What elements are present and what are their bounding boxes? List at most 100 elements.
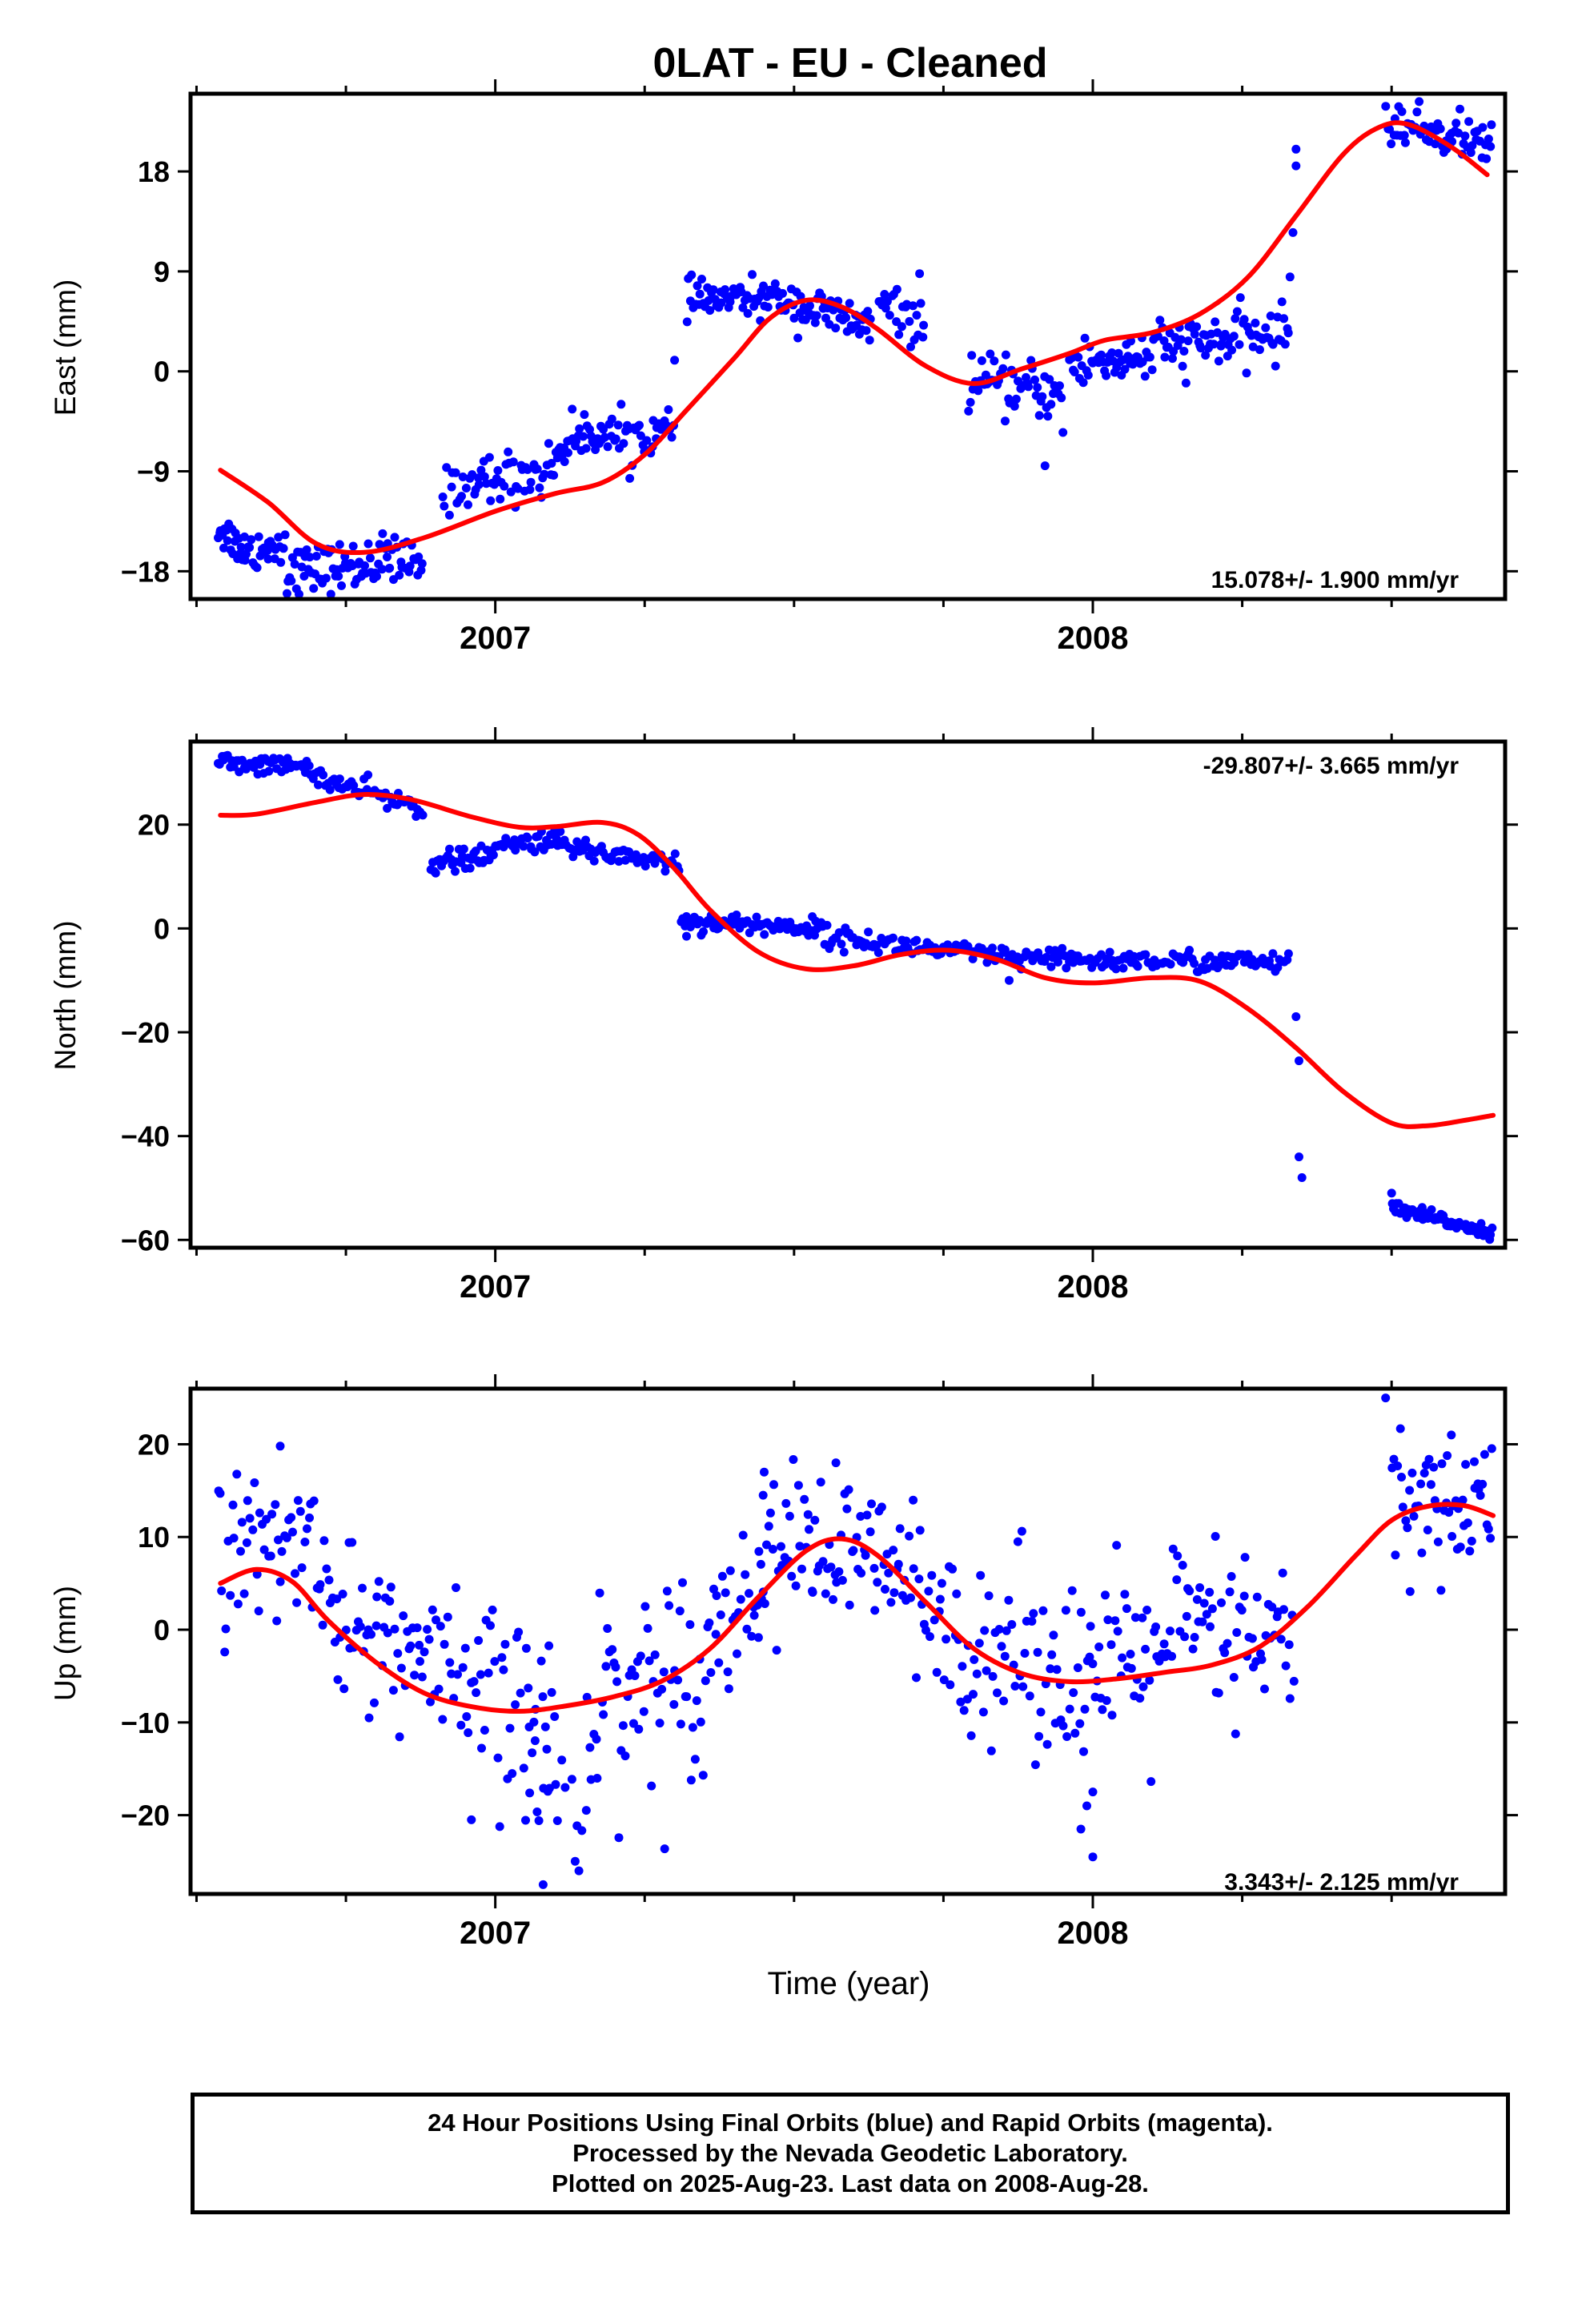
- up-point-413: [1036, 1707, 1046, 1717]
- up-point-234: [688, 1723, 697, 1732]
- up-point-326: [862, 1510, 872, 1520]
- up-point-556: [1417, 1548, 1427, 1558]
- up-point-219: [659, 1667, 669, 1677]
- up-point-463: [1135, 1694, 1145, 1703]
- east-point-393: [912, 311, 921, 320]
- east-point-133: [447, 482, 456, 492]
- up-point-363: [935, 1594, 945, 1604]
- north-point-222: [670, 849, 680, 858]
- up-ytick-label: −10: [121, 1707, 170, 1739]
- up-point-1: [215, 1489, 225, 1498]
- up-point-593: [1486, 1534, 1496, 1543]
- east-point-400: [967, 351, 977, 360]
- east-point-550: [1229, 332, 1239, 341]
- up-point-289: [791, 1581, 801, 1590]
- up-point-374: [958, 1662, 967, 1671]
- up-point-369: [948, 1564, 958, 1574]
- east-rate-label: 15.078+/- 1.900 mm/yr: [1211, 567, 1460, 593]
- east-point-395: [916, 299, 926, 308]
- up-point-596: [538, 1880, 548, 1889]
- up-point-193: [608, 1645, 617, 1655]
- up-point-447: [1103, 1615, 1113, 1625]
- up-point-233: [686, 1775, 696, 1785]
- up-point-48: [309, 1496, 319, 1506]
- east-point-63: [311, 552, 321, 561]
- up-point-129: [474, 1636, 484, 1645]
- up-xtick-label: 2008: [1058, 1916, 1129, 1951]
- up-point-391: [993, 1688, 1002, 1698]
- east-point-456: [1070, 368, 1079, 376]
- up-point-562: [1429, 1462, 1439, 1472]
- up-point-195: [611, 1663, 620, 1672]
- up-point-232: [685, 1620, 695, 1630]
- east-point-486: [1120, 364, 1130, 374]
- north-point-217: [661, 866, 670, 876]
- up-point-386: [982, 1666, 991, 1675]
- up-point-172: [551, 1779, 560, 1789]
- up-point-410: [1030, 1760, 1040, 1770]
- up-point-518: [1247, 1634, 1257, 1643]
- up-point-246: [712, 1591, 721, 1600]
- up-point-315: [842, 1504, 852, 1514]
- up-point-559: [1423, 1526, 1432, 1534]
- up-point-401: [1013, 1537, 1022, 1546]
- east-point-385: [897, 322, 906, 332]
- up-point-217: [655, 1719, 665, 1728]
- north-point-83: [383, 803, 392, 813]
- up-point-277: [768, 1545, 777, 1554]
- east-point-148: [476, 465, 486, 475]
- east-point-184: [544, 439, 553, 448]
- up-point-134: [484, 1668, 493, 1678]
- north-point-74: [363, 770, 373, 780]
- up-point-429: [1069, 1688, 1078, 1698]
- up-point-599: [1082, 1801, 1091, 1811]
- up-point-364: [937, 1578, 946, 1588]
- up-point-411: [1033, 1647, 1042, 1657]
- east-point-475: [1102, 371, 1111, 380]
- east-point-109: [385, 563, 395, 573]
- up-point-311: [834, 1567, 844, 1576]
- east-point-543: [1217, 340, 1227, 349]
- up-point-330: [870, 1606, 880, 1615]
- up-point-418: [1047, 1650, 1057, 1659]
- east-point-583: [1381, 102, 1391, 111]
- north-point-589: [1297, 1173, 1307, 1182]
- east-point-646: [1040, 461, 1050, 471]
- up-point-395: [1000, 1651, 1010, 1661]
- up-point-284: [781, 1498, 791, 1508]
- up-point-127: [469, 1677, 479, 1687]
- east-ytick-label: 18: [138, 155, 170, 188]
- east-ytick-label: −18: [121, 555, 170, 588]
- east-point-206: [580, 410, 589, 420]
- up-point-114: [440, 1639, 449, 1649]
- up-point-158: [536, 1656, 546, 1666]
- up-point-333: [877, 1502, 886, 1512]
- east-point-358: [845, 299, 854, 308]
- up-point-417: [1046, 1664, 1055, 1674]
- up-point-506: [1223, 1638, 1232, 1648]
- east-point-445: [1045, 375, 1054, 384]
- north-point-46: [304, 761, 314, 770]
- up-point-218: [657, 1684, 667, 1694]
- up-point-382: [974, 1638, 984, 1648]
- up-point-448: [1106, 1640, 1116, 1650]
- up-point-259: [738, 1530, 748, 1540]
- up-point-221: [662, 1586, 672, 1596]
- up-point-307: [826, 1562, 836, 1572]
- up-point-28: [271, 1500, 280, 1510]
- up-point-142: [500, 1639, 510, 1649]
- up-point-4: [221, 1624, 231, 1634]
- up-point-249: [717, 1571, 727, 1581]
- east-point-557: [1242, 368, 1251, 378]
- up-point-430: [1070, 1728, 1080, 1738]
- up-point-293: [800, 1494, 809, 1504]
- east-point-27: [252, 563, 262, 573]
- up-point-7: [228, 1500, 238, 1510]
- east-point-420: [1001, 350, 1010, 360]
- north-point-154: [530, 847, 540, 857]
- up-point-409: [1029, 1609, 1038, 1618]
- east-point-225: [611, 434, 620, 444]
- up-point-561: [1426, 1480, 1435, 1490]
- up-point-213: [647, 1781, 656, 1791]
- up-point-439: [1088, 1659, 1098, 1669]
